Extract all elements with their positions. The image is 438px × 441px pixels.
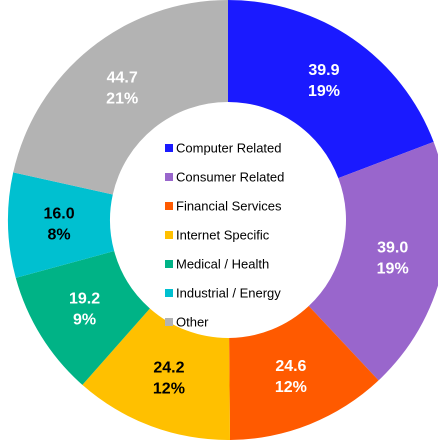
percent-label: 9% bbox=[73, 312, 96, 329]
percent-label: 12% bbox=[153, 381, 185, 398]
value-label: 39.0 bbox=[377, 239, 408, 256]
legend-label: Consumer Related bbox=[176, 169, 284, 184]
legend-swatch bbox=[165, 202, 173, 210]
legend-swatch bbox=[165, 173, 173, 181]
donut-slice bbox=[228, 0, 434, 179]
percent-label: 19% bbox=[377, 260, 409, 277]
legend-label: Other bbox=[176, 314, 209, 329]
value-label: 19.2 bbox=[69, 291, 100, 308]
donut-slice bbox=[7, 172, 115, 278]
value-label: 24.2 bbox=[153, 360, 184, 377]
value-label: 16.0 bbox=[43, 205, 74, 222]
donut-slice bbox=[308, 141, 438, 381]
value-label: 24.6 bbox=[275, 358, 306, 375]
value-label: 44.7 bbox=[107, 69, 138, 86]
legend-label: Medical / Health bbox=[176, 256, 269, 271]
percent-label: 12% bbox=[275, 379, 307, 396]
donut-slice bbox=[15, 251, 150, 385]
legend-swatch bbox=[165, 231, 173, 239]
legend-swatch bbox=[165, 289, 173, 297]
percent-label: 19% bbox=[308, 83, 340, 100]
donut-slice bbox=[82, 308, 230, 441]
legend-label: Internet Specific bbox=[176, 227, 270, 242]
legend-swatch bbox=[165, 144, 173, 152]
legend-label: Financial Services bbox=[176, 198, 282, 213]
donut-slice bbox=[229, 306, 379, 440]
legend-swatch bbox=[165, 318, 173, 326]
legend-label: Industrial / Energy bbox=[176, 285, 281, 300]
donut-slice bbox=[13, 0, 228, 195]
legend-label: Computer Related bbox=[176, 140, 282, 155]
percent-label: 8% bbox=[47, 226, 70, 243]
legend-swatch bbox=[165, 260, 173, 268]
value-label: 39.9 bbox=[308, 62, 339, 79]
percent-label: 21% bbox=[106, 90, 138, 107]
